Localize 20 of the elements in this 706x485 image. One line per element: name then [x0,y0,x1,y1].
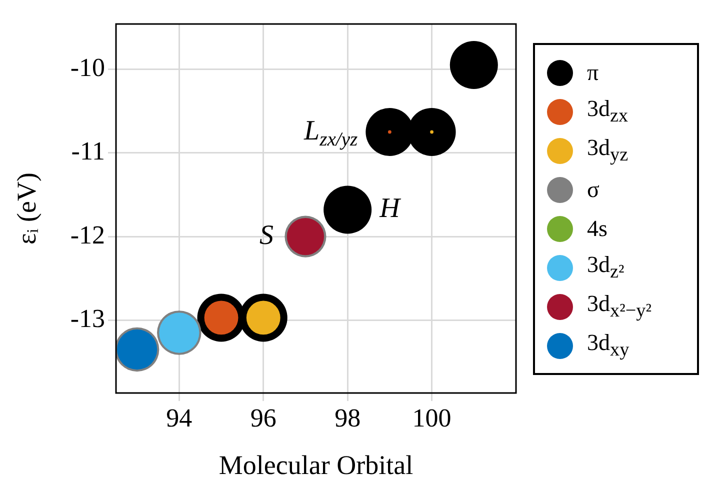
x-tick-label: 94 [166,403,192,432]
y-tick-label: -11 [71,136,105,166]
x-tick-label: 98 [334,403,361,432]
annotation: S [259,220,274,251]
legend-label: 3d$_{xy}$ [587,330,630,362]
legend-label: 3d$_{zx}$ [587,96,628,128]
legend-label: 3d$_{x²−y²}$ [587,290,652,322]
y-axis-title: εᵢ (eV) [11,172,42,244]
legend-label: 4s [587,216,608,242]
y-tick-label: -13 [70,304,105,334]
y-tick-label: -12 [70,220,105,250]
annotation: H [378,193,402,224]
x-tick-label: 100 [412,403,452,432]
legend-label: π [587,60,599,86]
x-axis-title: Molecular Orbital [218,450,414,480]
legend-label: 3d$_{z²}$ [587,252,624,284]
legend-label: σ [587,176,600,202]
y-tick-label: -10 [70,53,105,82]
legend-label: 3d$_{yz}$ [587,134,628,166]
x-tick-label: 96 [250,403,276,432]
